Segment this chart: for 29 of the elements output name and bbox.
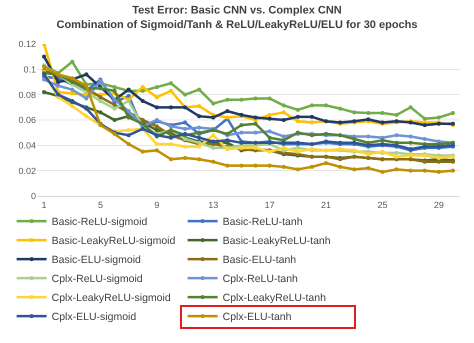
legend-label: Cplx-ELU-sigmoid <box>52 311 136 324</box>
legend-label: Basic-ReLU-tanh <box>222 216 303 228</box>
y-tick-label: 0.04 <box>18 140 36 150</box>
x-tick-label: 9 <box>154 200 160 210</box>
legend-label: Cplx-ReLU-tanh <box>222 273 298 286</box>
legend-label: Cplx-LeakyReLU-sigmoid <box>52 292 171 304</box>
y-tick-label: 0.1 <box>23 64 36 74</box>
x-tick-label: 17 <box>264 200 275 210</box>
legend-label: Basic-ELU-sigmoid <box>52 254 142 266</box>
chart-title: Test Error: Basic CNN vs. Complex CNN <box>132 4 342 17</box>
legend-label: Cplx-ReLU-sigmoid <box>52 273 143 286</box>
x-tick-label: 1 <box>42 200 47 210</box>
legend-label: Cplx-ELU-tanh <box>222 311 292 324</box>
x-tick-label: 29 <box>434 200 444 210</box>
chart-subtitle: Combination of Sigmoid/Tanh & ReLU/LeakyReLU/ELU for 30 epochs <box>56 19 418 32</box>
legend-label: Basic-ReLU-sigmoid <box>52 216 148 228</box>
y-tick-label: 0.06 <box>18 115 36 126</box>
x-tick-label: 13 <box>208 200 218 210</box>
y-tick-label: 0.08 <box>18 90 36 100</box>
y-tick-label: 0.02 <box>18 166 36 176</box>
legend-label: Basic-LeakyReLU-sigmoid <box>52 235 176 248</box>
x-tick-label: 25 <box>377 200 388 210</box>
legend-label: Basic-ELU-tanh <box>222 254 296 266</box>
legend-label: Basic-LeakyReLU-tanh <box>222 235 331 248</box>
x-tick-label: 5 <box>98 200 103 210</box>
y-tick-label: 0 <box>30 191 36 202</box>
x-tick-label: 21 <box>321 200 332 210</box>
legend-label: Cplx-LeakyReLU-tanh <box>222 292 326 304</box>
y-tick-label: 0.12 <box>18 39 36 50</box>
